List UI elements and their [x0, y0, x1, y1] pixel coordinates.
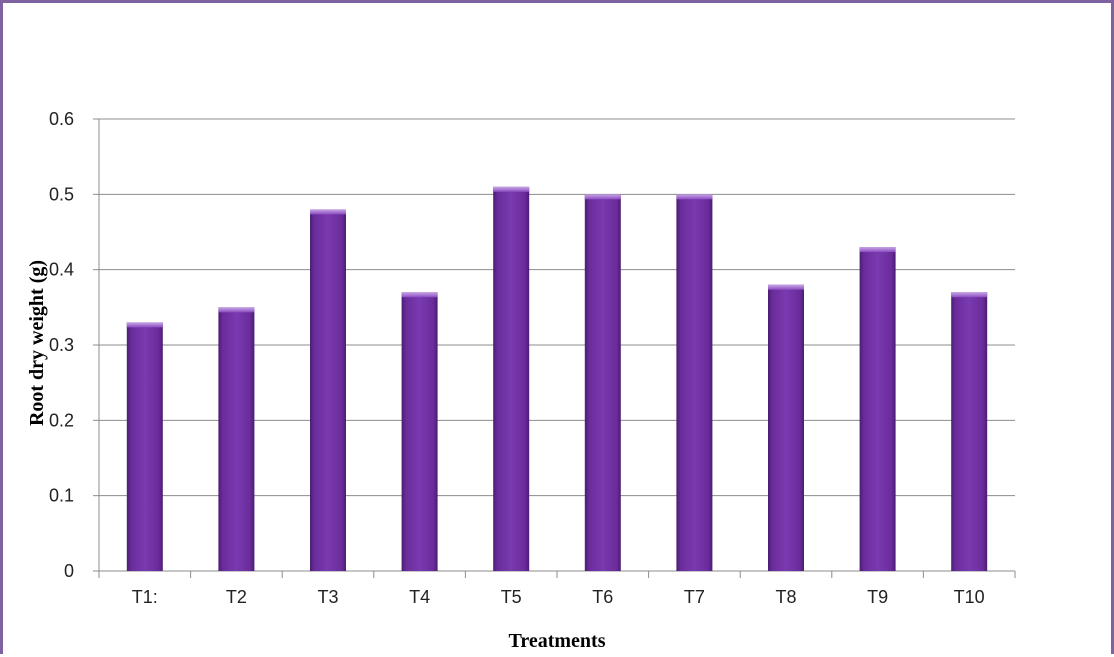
y-tick-label: 0.6: [49, 109, 74, 129]
bar: [951, 292, 988, 571]
bar-body: [676, 194, 713, 572]
bar: [859, 247, 896, 572]
bar-chart: 00.10.20.30.40.50.6 T1: T2 T3 T4 T5 T6 T7 T8 T9 T…: [26, 109, 1016, 652]
y-axis-title: Root dry weight (g): [26, 260, 48, 426]
bar-body: [493, 186, 530, 572]
bar-cap: [310, 209, 346, 215]
y-tick-label: 0.4: [49, 260, 74, 280]
bar-cap: [401, 292, 438, 298]
bar: [218, 307, 255, 571]
bar-cap: [768, 284, 804, 290]
bar: [768, 284, 804, 571]
y-tick-label: 0.1: [49, 486, 74, 506]
bar-cap: [859, 247, 896, 253]
bar: [126, 322, 163, 571]
bar-cap: [676, 194, 713, 200]
x-tick-label: T1:: [132, 587, 158, 607]
y-tick-label: 0: [64, 561, 74, 581]
bar-cap: [126, 322, 163, 328]
bar: [584, 194, 621, 572]
bar: [493, 186, 530, 572]
bar-body: [126, 322, 163, 571]
y-tick-label: 0.5: [49, 184, 74, 204]
bar-body: [218, 307, 255, 571]
bar-cap: [218, 307, 255, 313]
bar-cap: [493, 186, 530, 192]
x-tick-label: T10: [954, 587, 985, 607]
x-tick-label: T6: [592, 587, 613, 607]
bar-cap: [951, 292, 988, 298]
x-tick-label: T3: [317, 587, 338, 607]
x-tick-labels: T1: T2 T3 T4 T5 T6 T7 T8 T9 T10: [132, 587, 985, 607]
bar: [310, 209, 346, 571]
x-tick-label: T9: [867, 587, 888, 607]
x-tick-label: T2: [226, 587, 247, 607]
bar: [676, 194, 713, 572]
bar-body: [401, 292, 438, 571]
bars: [126, 186, 988, 572]
x-tick-label: T4: [409, 587, 430, 607]
bar-body: [584, 194, 621, 572]
x-tick-label: T7: [684, 587, 705, 607]
bar-cap: [584, 194, 621, 200]
y-tick-label: 0.2: [49, 410, 74, 430]
bar: [401, 292, 438, 571]
y-tick-labels: 0 0.1 0.2 0.3 0.4 0.5 0.6: [49, 109, 74, 581]
x-tick-label: T8: [775, 587, 796, 607]
bar-body: [310, 209, 346, 571]
y-tick-label: 0.3: [49, 335, 74, 355]
x-axis-title: Treatments: [508, 630, 605, 652]
bar-body: [859, 247, 896, 572]
bar-body: [951, 292, 988, 571]
x-tick-label: T5: [501, 587, 522, 607]
bar-body: [768, 284, 804, 571]
